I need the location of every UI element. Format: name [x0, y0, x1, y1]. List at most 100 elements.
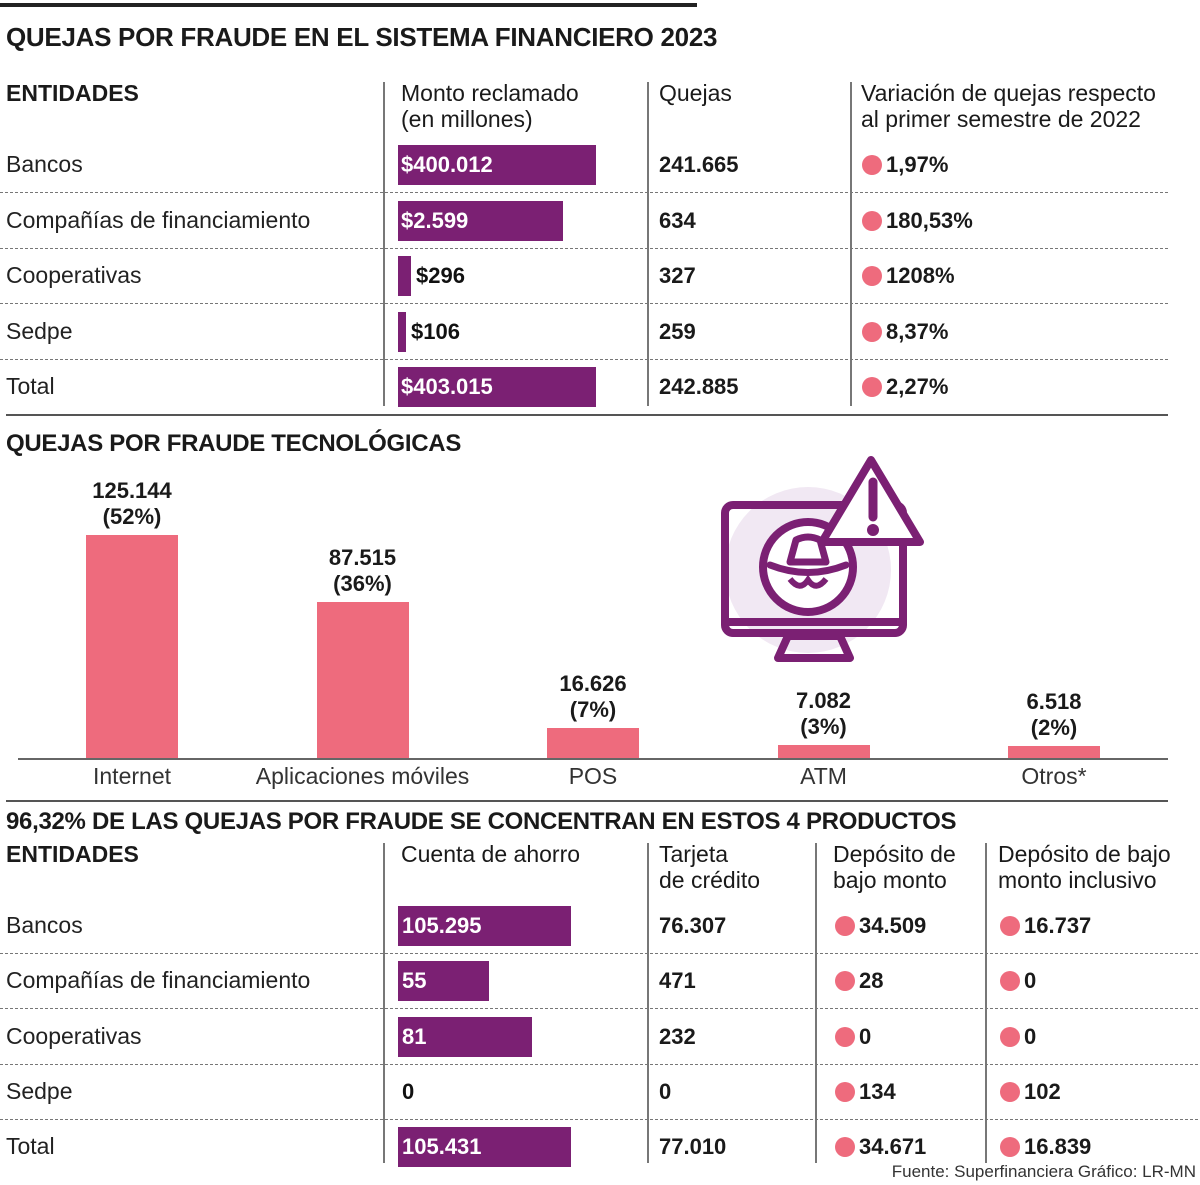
entity-name: Sedpe — [6, 1077, 73, 1104]
ahorro-bar — [398, 961, 489, 1002]
bajo-cell: 134 — [835, 1079, 896, 1105]
bajo-value: 0 — [859, 1023, 872, 1049]
x-tick-label: Internet — [93, 763, 171, 789]
pink-dot-icon — [835, 1137, 855, 1158]
bar-percent-label: (7%) — [569, 697, 617, 723]
entity-name: Bancos — [6, 151, 83, 177]
pink-dot-icon — [1000, 916, 1020, 936]
bajo-value: 134 — [859, 1078, 896, 1104]
inclusivo-cell: 0 — [1000, 1024, 1036, 1050]
quejas-value: 241.665 — [659, 152, 739, 177]
pink-dot-icon — [862, 155, 882, 175]
x-tick-label: Aplicaciones móviles — [255, 763, 470, 789]
inclusivo-value: 16.839 — [1024, 1134, 1092, 1160]
variacion-value: 1208% — [886, 263, 955, 288]
column-header: Depósito de bajo monto inclusivo — [998, 841, 1171, 893]
row-divider — [0, 303, 1168, 304]
bajo-value: 34.671 — [859, 1134, 927, 1160]
entity-name: Compañías de financiamiento — [6, 206, 311, 233]
bajo-cell: 34.671 — [835, 1134, 926, 1160]
bajo-cell: 0 — [835, 1024, 871, 1050]
entity-name: Compañías de financiamiento — [6, 967, 311, 994]
column-header: ENTIDADES — [6, 80, 139, 106]
pink-dot-icon — [862, 210, 882, 231]
monto-bar — [398, 200, 563, 241]
inclusivo-value: 0 — [1024, 1023, 1037, 1049]
pink-dot-icon — [1000, 1081, 1020, 1102]
inclusivo-cell: 16.737 — [1000, 913, 1091, 939]
bar-value-label: 6.518 — [1026, 689, 1082, 715]
pink-dot-icon — [862, 266, 882, 286]
entity-name: Cooperativas — [6, 1022, 142, 1049]
bar-atm — [777, 745, 870, 758]
pink-dot-icon — [835, 971, 855, 992]
ahorro-bar — [398, 1016, 532, 1057]
entity-name: Total — [6, 1133, 55, 1160]
monto-bar — [398, 311, 406, 352]
row-divider — [0, 1008, 1198, 1010]
column-divider — [647, 82, 649, 406]
bar-value-label: 125.144 — [92, 478, 172, 503]
column-divider — [647, 843, 649, 1163]
monto-bar — [398, 256, 411, 296]
pink-dot-icon — [835, 916, 855, 936]
variacion-cell: 180,53% — [862, 208, 973, 234]
row-divider — [0, 953, 1198, 954]
entity-name: Bancos — [6, 912, 83, 938]
pink-dot-icon — [862, 321, 882, 342]
bar-value-label: 16.626 — [559, 671, 627, 697]
variacion-cell: 8,37% — [862, 319, 948, 345]
tarjeta-value: 77.010 — [659, 1134, 727, 1160]
column-divider — [815, 843, 817, 1163]
inclusivo-value: 0 — [1024, 968, 1037, 994]
row-divider — [0, 247, 1168, 249]
ahorro-value: 0 — [402, 1078, 415, 1104]
bajo-value: 28 — [859, 968, 884, 994]
pink-dot-icon — [1000, 1026, 1020, 1047]
bar-pos — [547, 728, 639, 758]
bar-otros- — [1008, 746, 1100, 758]
monto-bar — [398, 367, 596, 407]
inclusivo-cell: 16.839 — [1000, 1134, 1091, 1160]
inclusivo-value: 102 — [1024, 1078, 1061, 1104]
row-divider — [0, 1118, 1198, 1120]
bar-percent-label: (36%) — [333, 571, 392, 597]
computer-fraud-warning-icon — [721, 456, 924, 662]
pink-dot-icon — [1000, 971, 1020, 992]
inclusivo-cell: 0 — [1000, 968, 1036, 994]
column-divider — [850, 82, 852, 406]
bajo-cell: 34.509 — [835, 913, 926, 939]
top-rule — [0, 3, 697, 7]
column-divider — [985, 843, 987, 1163]
variacion-value: 1,97% — [886, 152, 949, 177]
x-tick-label: POS — [568, 763, 618, 789]
bajo-cell: 28 — [835, 968, 883, 994]
tarjeta-value: 471 — [659, 968, 696, 994]
quejas-value: 242.885 — [659, 374, 739, 399]
column-header: Depósito de bajo monto — [833, 841, 956, 893]
ahorro-bar — [398, 1127, 571, 1168]
tarjeta-value: 0 — [659, 1078, 672, 1104]
column-header: Variación de quejas respecto al primer s… — [861, 80, 1156, 132]
pink-dot-icon — [1000, 1137, 1020, 1158]
entity-name: Cooperativas — [6, 262, 142, 288]
entity-name: Sedpe — [6, 317, 73, 344]
bar-percent-label: (52%) — [102, 504, 162, 529]
pink-dot-icon — [862, 377, 882, 397]
main-title: QUEJAS POR FRAUDE EN EL SISTEMA FINANCIE… — [6, 22, 718, 52]
column-divider — [383, 82, 385, 406]
column-header: Quejas — [659, 80, 732, 106]
ahorro-value: 105.431 — [402, 1134, 482, 1160]
quejas-value: 327 — [659, 263, 696, 288]
source-footer: Fuente: Superfinanciera Gráfico: LR-MN — [891, 1162, 1196, 1181]
chart-title: QUEJAS POR FRAUDE TECNOLÓGICAS — [6, 430, 462, 457]
tarjeta-value: 76.307 — [659, 913, 727, 938]
x-axis — [18, 758, 1168, 760]
quejas-value: 634 — [659, 207, 696, 233]
ahorro-value: 55 — [402, 968, 427, 994]
x-tick-label: ATM — [800, 763, 847, 789]
bajo-value: 34.509 — [859, 913, 927, 938]
x-tick-label: Otros* — [1021, 763, 1087, 789]
bar-aplicaciones-m-viles — [316, 602, 409, 758]
monto-value: $403.015 — [401, 374, 493, 399]
